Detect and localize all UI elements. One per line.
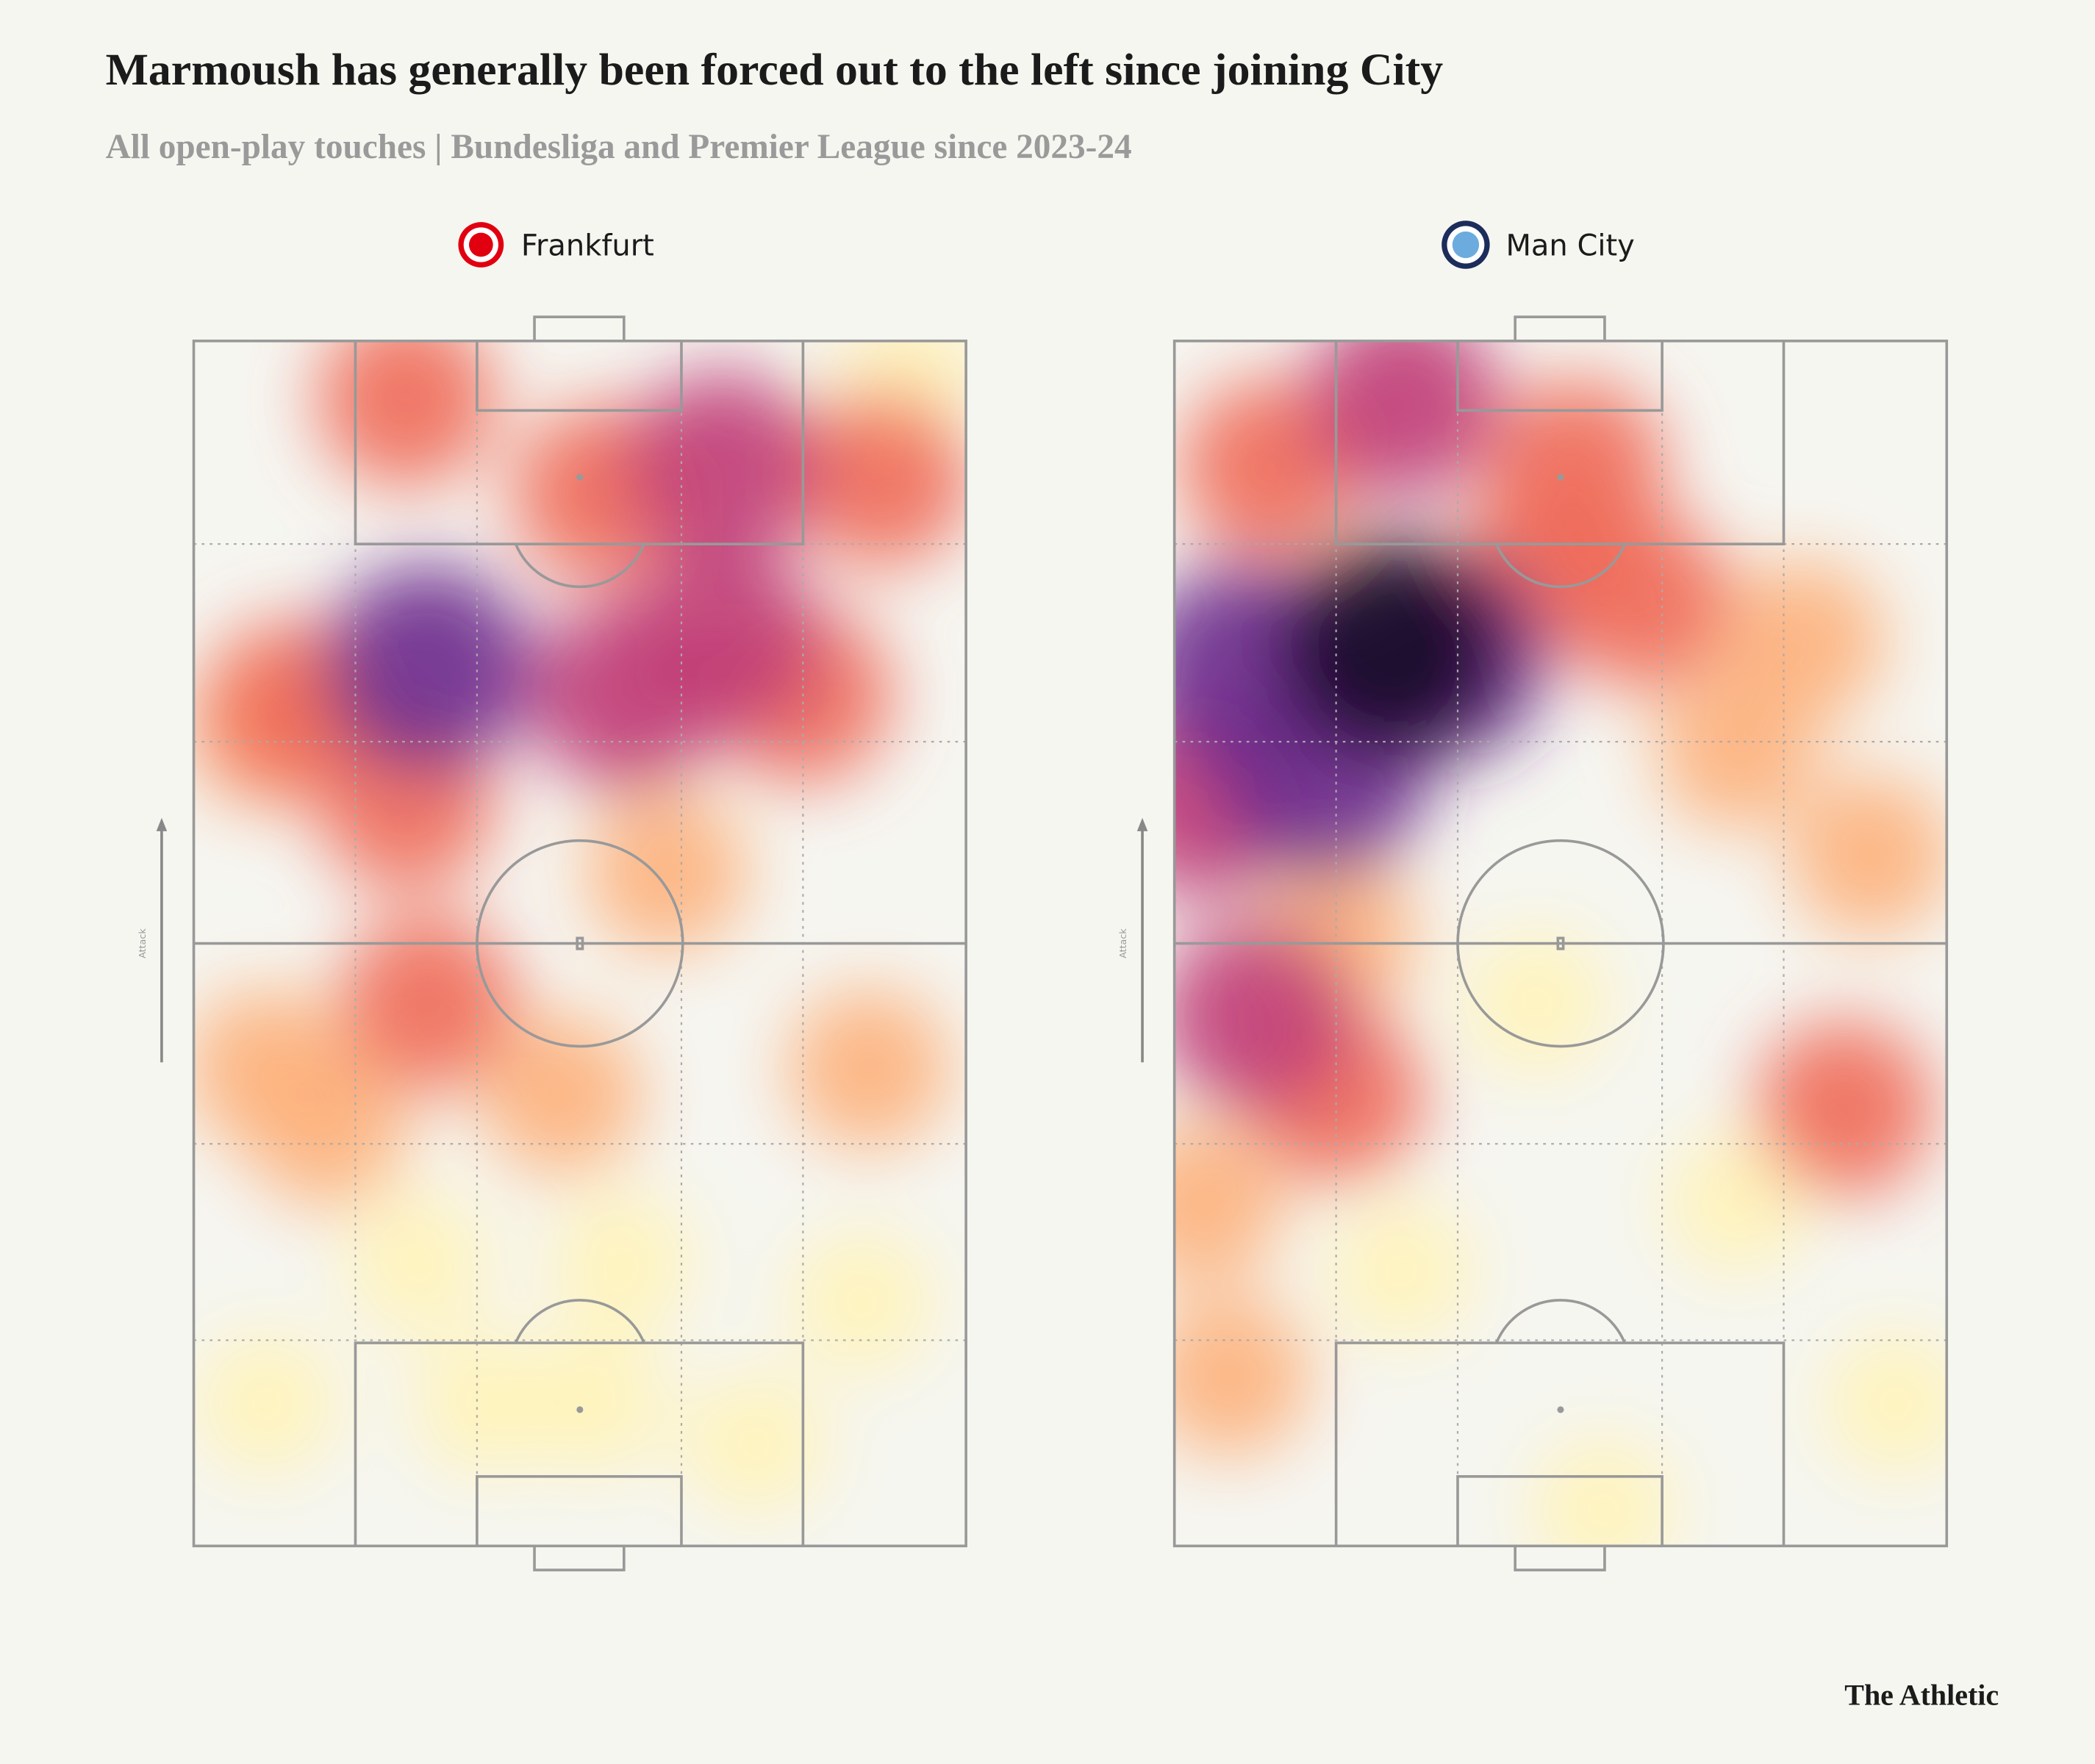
heat-spot: [1555, 513, 1733, 689]
penalty-box: [354, 1341, 805, 1546]
heat-spot: [1464, 930, 1609, 1075]
penalty-spot: [576, 1406, 584, 1413]
heat-spot: [522, 1331, 667, 1477]
heat-spot: [1306, 340, 1500, 498]
heat-spot: [345, 1190, 490, 1335]
heat-spot: [789, 1229, 934, 1374]
team-name: Man City: [1505, 229, 1634, 263]
heat-spot: [1174, 919, 1353, 1112]
chart-subtitle: All open-play touches | Bundesliga and P…: [106, 128, 1132, 166]
heat-spot: [1329, 1199, 1474, 1344]
heat-spot: [1656, 667, 1817, 829]
centre-circle: [1456, 839, 1665, 1048]
pitch: [1172, 315, 1949, 1571]
penalty-box: [1334, 1341, 1786, 1546]
heat-spot: [1174, 1296, 1310, 1457]
penalty-box: [354, 340, 805, 545]
centre-circle: [476, 839, 684, 1048]
goal: [533, 315, 626, 341]
heat-spot: [626, 545, 819, 737]
heat-spot: [481, 1015, 642, 1176]
six-yard-box: [1456, 340, 1664, 412]
heat-spot: [339, 914, 516, 1091]
heat-spot: [318, 340, 495, 487]
penalty-arc: [514, 543, 645, 589]
heatmap: [193, 340, 967, 1516]
man-city-logo: [1442, 220, 1490, 269]
heatmap: [1174, 340, 1949, 1546]
heat-spot: [1755, 1020, 1933, 1197]
six-yard-box: [476, 340, 683, 412]
chart-title: Marmoush has generally been forced out t…: [106, 45, 1444, 95]
heat-spot: [1489, 379, 1665, 556]
heat-spot: [193, 989, 348, 1150]
penalty-spot: [1557, 473, 1564, 481]
centre-spot: [1556, 936, 1565, 950]
heat-spot: [586, 792, 747, 953]
frankfurt-logo: [458, 222, 504, 268]
penalty-arc: [1495, 543, 1626, 589]
heat-spot: [788, 989, 949, 1150]
penalty-spot: [1557, 1406, 1564, 1413]
heat-spot: [1823, 1331, 1949, 1477]
heat-spot: [683, 1371, 828, 1516]
heatmap-layer: [193, 340, 967, 1516]
heat-spot: [1530, 1438, 1675, 1546]
heat-spot: [1174, 1123, 1282, 1284]
attack-label: Attack: [1117, 928, 1128, 958]
attack-arrow-head: [156, 817, 168, 831]
heat-spot: [793, 390, 967, 567]
heat-spot: [195, 1331, 340, 1477]
penalty-box: [1334, 340, 1786, 545]
goal: [1514, 315, 1606, 341]
heat-spot: [323, 564, 532, 773]
heat-spot: [1664, 1131, 1809, 1276]
six-yard-box: [1456, 1475, 1664, 1546]
attack-label: Attack: [137, 928, 148, 958]
team-name: Frankfurt: [521, 229, 654, 263]
goal: [533, 1546, 626, 1571]
brand: The Athletic: [1844, 1679, 1999, 1712]
pitch: [192, 315, 967, 1571]
heat-spot: [626, 371, 819, 564]
penalty-arc: [1495, 1299, 1626, 1344]
heat-spot: [549, 1190, 694, 1335]
six-yard-box: [476, 1475, 683, 1546]
attack-arrow-head: [1136, 817, 1148, 831]
heat-spot: [412, 1331, 557, 1477]
heat-spot: [1790, 775, 1949, 936]
centre-spot: [576, 936, 584, 950]
goal: [1514, 1546, 1606, 1571]
penalty-spot: [576, 473, 584, 481]
penalty-arc: [514, 1299, 645, 1344]
heat-spot: [1278, 536, 1503, 761]
heatmap-layer: [1174, 340, 1949, 1546]
